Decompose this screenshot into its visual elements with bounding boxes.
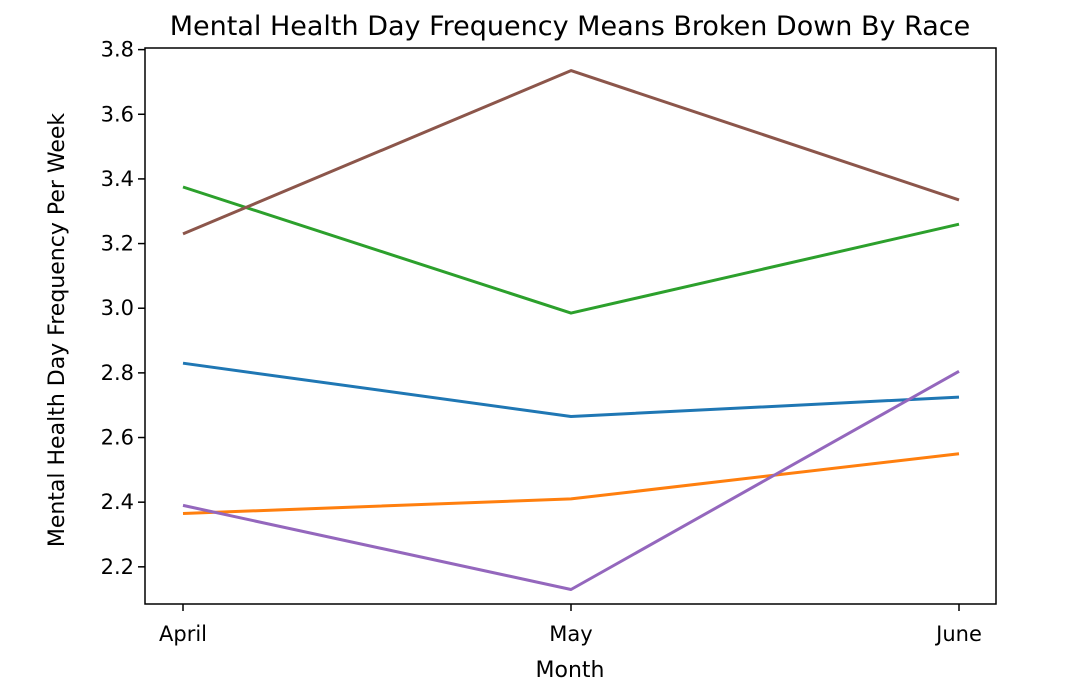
y-tick-label: 3.2 [101, 232, 134, 256]
series-line-1 [182, 361, 960, 418]
plot-area [182, 69, 960, 591]
y-axis: 2.2 2.4 2.6 2.8 3.0 3.2 3.4 3.6 3.8 [101, 38, 145, 579]
series-line-3 [182, 185, 960, 315]
y-tick-label: 2.2 [101, 555, 134, 579]
series-line-5 [182, 69, 960, 236]
x-axis: April May June [159, 604, 982, 646]
y-tick-label: 3.6 [101, 102, 134, 126]
series-line-4 [182, 369, 960, 591]
x-tick-label: June [934, 622, 982, 646]
y-tick-label: 2.6 [101, 426, 134, 450]
y-tick-label: 2.4 [101, 490, 134, 514]
y-tick-label: 3.8 [101, 38, 134, 62]
plot-frame [144, 47, 997, 605]
x-tick-label: May [549, 622, 592, 646]
x-tick-label: April [159, 622, 207, 646]
x-axis-label: Month [536, 658, 605, 683]
y-tick-label: 3.0 [101, 296, 134, 320]
y-tick-label: 2.8 [101, 361, 134, 385]
chart-title: Mental Health Day Frequency Means Broken… [170, 11, 971, 42]
series-line-2 [182, 452, 960, 515]
y-axis-label: Mental Health Day Frequency Per Week [45, 113, 70, 548]
y-tick-label: 3.4 [101, 167, 134, 191]
